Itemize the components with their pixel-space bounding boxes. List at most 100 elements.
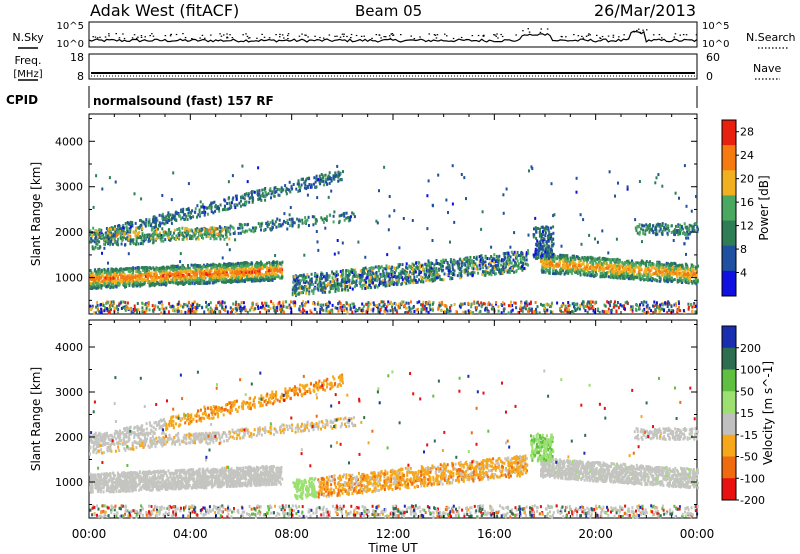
range-cell: [266, 267, 268, 271]
range-cell: [366, 275, 369, 279]
nsearch-point: [281, 34, 284, 36]
range-cell: [137, 278, 140, 282]
range-cell: [278, 268, 281, 272]
range-cell: [212, 262, 215, 266]
range-cell: [212, 274, 215, 278]
range-cell: [601, 262, 604, 266]
range-cell: [344, 288, 347, 292]
range-cell: [648, 269, 651, 273]
range-cell: [675, 266, 678, 270]
range-cell: [235, 197, 238, 201]
range-cell: [142, 268, 145, 272]
range-cell: [622, 263, 625, 267]
nsearch-point: [226, 33, 228, 35]
range-cell: [452, 268, 455, 272]
nsearch-point: [242, 34, 244, 36]
range-cell: [578, 262, 581, 266]
range-cell: [633, 263, 636, 267]
range-cell: [117, 269, 120, 273]
range-cell: [132, 240, 135, 244]
range-cell: [234, 274, 236, 278]
range-cell: [144, 237, 147, 241]
range-cell: [157, 227, 160, 231]
range-cell: [288, 217, 291, 221]
range-cell: [306, 176, 309, 180]
range-cell: [344, 286, 347, 290]
range-cell: [105, 227, 108, 230]
nsearch-point: [131, 37, 134, 39]
range-cell: [94, 281, 97, 285]
range-cell: [683, 276, 686, 280]
range-cell: [320, 273, 322, 276]
range-cell: [338, 221, 341, 225]
range-cell: [611, 270, 614, 274]
range-cell: [209, 270, 212, 274]
range-cell: [95, 242, 98, 246]
range-cell: [297, 190, 300, 193]
range-cell: [428, 274, 431, 278]
range-cell: [216, 227, 219, 231]
range-cell: [227, 226, 230, 230]
range-cell: [178, 214, 181, 218]
range-cell: [684, 270, 687, 274]
range-cell: [185, 280, 188, 284]
range-cell: [348, 216, 351, 220]
range-cell: [488, 263, 491, 267]
range-cell: [149, 280, 152, 284]
range-cell: [632, 277, 635, 281]
range-cell: [308, 290, 311, 294]
range-cell: [571, 268, 574, 272]
range-cell: [200, 267, 203, 271]
range-cell: [214, 274, 217, 277]
range-cell: [368, 277, 371, 281]
range-cell: [124, 278, 127, 282]
nsearch-point: [588, 33, 590, 35]
range-cell: [544, 260, 546, 264]
range-cell: [493, 257, 496, 261]
range-cell: [257, 197, 260, 201]
range-cell: [338, 283, 341, 287]
range-cell: [187, 230, 190, 233]
range-cell: [155, 228, 158, 231]
nsearch-point: [500, 33, 502, 36]
range-cell: [305, 178, 308, 182]
range-cell: [364, 266, 367, 270]
range-cell: [224, 279, 227, 283]
range-cell: [359, 269, 362, 273]
range-cell: [351, 211, 354, 215]
range-cell: [550, 263, 553, 267]
range-cell: [93, 279, 96, 283]
range-cell: [278, 218, 281, 222]
range-cell: [541, 266, 544, 270]
range-cell: [246, 229, 249, 233]
range-cell: [361, 269, 364, 273]
range-cell: [181, 216, 184, 220]
range-cell: [634, 261, 637, 265]
range-cell: [475, 267, 478, 271]
range-cell: [380, 275, 383, 278]
range-cell: [632, 263, 634, 267]
range-cell: [238, 267, 241, 271]
range-cell: [677, 223, 680, 227]
range-cell: [228, 201, 231, 205]
range-cell: [299, 291, 302, 294]
range-cell: [243, 267, 246, 271]
range-cell: [217, 264, 220, 268]
range-cell: [89, 229, 92, 233]
range-cell: [270, 196, 272, 200]
range-cell: [502, 262, 505, 266]
range-cell: [292, 183, 295, 186]
range-cell: [665, 269, 668, 272]
range-cell: [132, 282, 135, 286]
range-cell: [254, 229, 257, 233]
range-cell: [641, 276, 644, 280]
range-cell: [632, 272, 635, 275]
range-cell: [359, 273, 362, 277]
range-cell: [616, 264, 619, 268]
range-cell: [196, 204, 199, 208]
range-cell: [283, 219, 285, 223]
range-cell: [168, 266, 171, 270]
range-cell: [288, 224, 291, 228]
range-cell: [177, 232, 180, 236]
range-cell: [186, 269, 189, 273]
